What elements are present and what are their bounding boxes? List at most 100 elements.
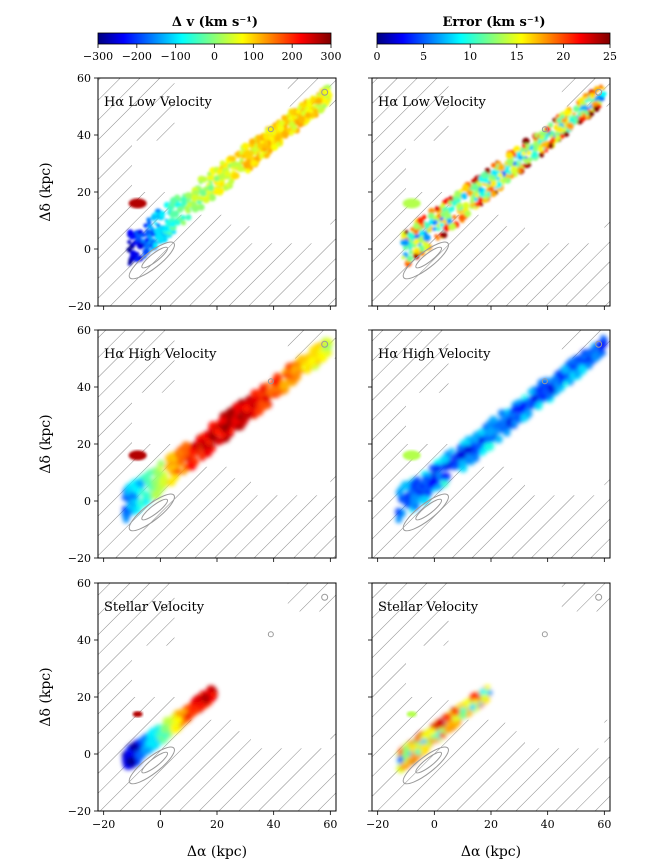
emission-pixel — [133, 485, 141, 494]
emission-pixel — [127, 229, 134, 236]
emission-pixel — [304, 368, 311, 375]
emission-pixel — [401, 255, 406, 260]
emission-pixel — [435, 236, 440, 241]
emission-pixel — [232, 172, 240, 180]
emission-pixel — [309, 353, 315, 359]
emission-pixel — [276, 142, 282, 147]
y-tick-label: 60 — [77, 72, 91, 85]
emission-pixel — [458, 214, 466, 221]
emission-pixel — [451, 707, 460, 716]
emission-pixel — [267, 390, 274, 397]
emission-pixel — [218, 187, 225, 195]
emission-pixel — [169, 221, 176, 228]
emission-pixel — [530, 151, 538, 159]
emission-pixel — [169, 210, 177, 218]
emission-pixel — [563, 131, 570, 137]
emission-pixel — [548, 142, 554, 149]
emission-pixel — [220, 423, 230, 433]
emission-pixel — [169, 196, 178, 205]
emission-pixel — [244, 150, 252, 158]
emission-pixel — [540, 394, 547, 401]
emission-pixel — [600, 334, 607, 341]
emission-pixel — [526, 150, 532, 156]
x-axis-label: Δα (kpc) — [461, 844, 521, 860]
panel: Hα High Velocity — [368, 329, 611, 562]
emission-pixel — [226, 183, 230, 187]
emission-pixel — [523, 163, 528, 169]
emission-pixel — [206, 440, 212, 446]
emission-pixel — [256, 142, 264, 150]
emission-pixel — [121, 505, 129, 512]
emission-pixel — [143, 498, 150, 505]
emission-pixel — [527, 388, 535, 396]
emission-pixel — [402, 746, 410, 754]
emission-pixel — [190, 705, 199, 714]
emission-pixel — [451, 200, 458, 207]
emission-pixel — [482, 198, 488, 203]
emission-pixel — [199, 189, 207, 197]
emission-pixel — [173, 467, 182, 476]
emission-pixel — [168, 207, 173, 211]
contour — [321, 593, 329, 601]
emission-pixel — [440, 473, 448, 480]
emission-pixel — [243, 405, 251, 413]
emission-pixel — [211, 691, 217, 698]
contours — [402, 88, 603, 280]
emission-pixel — [523, 158, 528, 163]
emission-pixel — [442, 224, 451, 232]
unmasked-region — [132, 392, 175, 444]
emission-pixel — [428, 727, 437, 735]
emission-pixel — [477, 196, 484, 203]
emission-pixel — [440, 231, 448, 239]
emission-pixel — [159, 210, 166, 217]
emission-pixel — [428, 465, 435, 471]
x-tick-label: −20 — [92, 818, 115, 831]
contour — [595, 340, 603, 348]
emission-pixel — [158, 476, 169, 487]
emission-pixel — [532, 394, 539, 402]
emission-pixel — [480, 171, 488, 179]
emission-pixel — [306, 102, 313, 109]
colorbar-tick-label: −100 — [161, 50, 191, 63]
emission-pixel — [463, 445, 473, 455]
panel: Hα Low Velocity — [368, 77, 611, 310]
emission-pixel — [505, 151, 514, 160]
emission-pixel — [234, 152, 238, 156]
colorbar-tick-label: 100 — [243, 50, 264, 63]
y-tick-label: 40 — [77, 634, 91, 647]
companion-blob — [406, 711, 417, 718]
emission-pixel — [497, 172, 503, 178]
emission-pixel — [310, 112, 317, 118]
emission-pixel — [203, 186, 209, 192]
emission-pixel — [497, 409, 506, 418]
emission-pixel — [150, 233, 155, 237]
y-tick-label: 0 — [84, 748, 91, 761]
y-tick-label: 40 — [77, 129, 91, 142]
y-tick-label: 20 — [77, 438, 91, 451]
contour — [415, 246, 443, 269]
unmasked-region — [406, 140, 449, 192]
emission-pixel — [145, 738, 154, 748]
emission-pixel — [136, 504, 142, 510]
emission-pixel — [395, 516, 403, 524]
emission-pixel — [193, 694, 204, 704]
emission-pixel — [143, 223, 148, 228]
emission-pixel — [180, 446, 187, 453]
emission-pixel — [153, 221, 158, 226]
emission-pixel — [255, 134, 262, 141]
emission-pixel — [149, 243, 154, 248]
emission-pixel — [573, 370, 581, 378]
error-colorbar-label: Error (km s⁻¹) — [442, 15, 545, 30]
emission-pixel — [519, 413, 529, 423]
panel-label: Hα Low Velocity — [104, 95, 213, 110]
x-tick-label: 60 — [597, 818, 611, 831]
emission-pixel — [539, 386, 550, 396]
emission-pixel — [484, 684, 491, 691]
emission-pixel — [248, 138, 256, 146]
emission-pixel — [555, 135, 561, 141]
colorbar-tick-label: 5 — [420, 50, 427, 63]
emission-pixel — [408, 250, 413, 255]
emission-pixel — [400, 480, 411, 491]
emission-pixel — [130, 501, 137, 508]
